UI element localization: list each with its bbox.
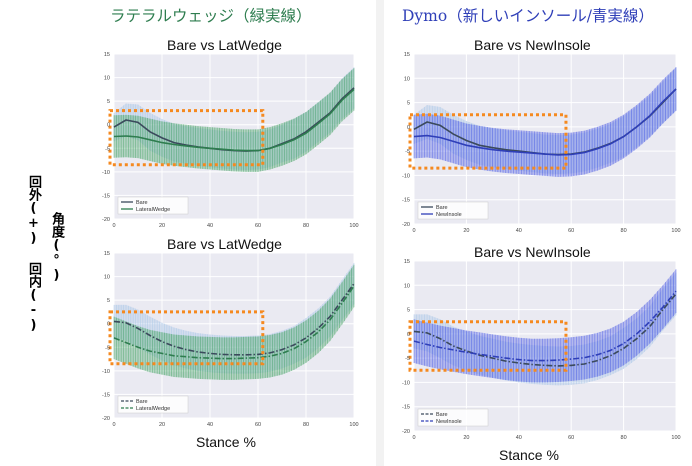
y-tick-label: -5: [105, 146, 110, 152]
y-tick-label: -20: [402, 429, 410, 435]
x-tick-label: 20: [463, 228, 469, 234]
y-tick-label: 10: [404, 76, 410, 82]
y-tick-label: 5: [407, 308, 410, 314]
x-tick-label: 100: [349, 422, 358, 428]
x-tick-label: 80: [303, 223, 309, 229]
legend-label: NewInsole: [436, 212, 462, 218]
legend-label: LateralWedge: [136, 207, 170, 213]
y-axis-label-outward: 回外(+): [26, 175, 41, 246]
right-column-title: Dymo（新しいインソール/青実線）: [402, 7, 654, 25]
y-tick-label: 0: [407, 125, 410, 131]
chart-bare-vs-newinsole-2: -20 -15 -10 -5 0 5 10 15 0 20 40 60 80 100 BareNewInso…: [402, 259, 681, 441]
x-tick-label: 0: [112, 422, 115, 428]
y-tick-label: 15: [404, 52, 410, 58]
y-tick-label: 0: [407, 332, 410, 338]
y-axis-label-inward: 回内(-): [26, 262, 41, 333]
y-tick-label: 5: [407, 101, 410, 107]
x-tick-label: 80: [303, 422, 309, 428]
y-tick-label: 15: [404, 259, 410, 265]
highlight-box: [108, 109, 265, 167]
y-tick-label: 0: [107, 322, 110, 328]
chart-title: Bare vs NewInsole: [474, 244, 591, 260]
x-tick-label: 40: [207, 223, 213, 229]
y-tick-label: 5: [107, 298, 110, 304]
x-tick-label: 0: [112, 223, 115, 229]
y-tick-label: -10: [402, 173, 410, 179]
left-column-title: ラテラルウェッジ（緑実線）: [110, 7, 312, 25]
y-tick-label: -20: [102, 217, 110, 223]
x-tick-label: 40: [207, 422, 213, 428]
y-axis-label-angle: 角度(°): [49, 212, 64, 283]
x-tick-label: 100: [671, 228, 680, 234]
y-tick-label: 5: [107, 99, 110, 105]
y-tick-label: 10: [104, 76, 110, 82]
y-tick-label: -10: [102, 369, 110, 375]
y-tick-label: 10: [104, 275, 110, 281]
x-axis-label: Stance %: [499, 447, 559, 463]
x-tick-label: 100: [671, 435, 680, 441]
legend-label: NewInsole: [436, 419, 462, 425]
x-tick-label: 100: [349, 223, 358, 229]
legend-label: Bare: [136, 200, 148, 206]
chart-title: Bare vs LatWedge: [167, 236, 282, 252]
y-tick-label: -20: [402, 222, 410, 228]
y-tick-label: 10: [404, 283, 410, 289]
y-tick-label: 15: [104, 52, 110, 58]
legend-box: [417, 408, 489, 427]
y-tick-label: -20: [102, 416, 110, 422]
x-tick-label: 0: [412, 228, 415, 234]
y-tick-label: -5: [405, 149, 410, 155]
y-tick-label: -15: [102, 193, 110, 199]
x-tick-label: 20: [159, 223, 165, 229]
x-tick-label: 80: [621, 228, 627, 234]
legend-box: [117, 196, 189, 215]
y-tick-label: -15: [402, 405, 410, 411]
series-line-lateralwedge: [113, 88, 355, 152]
chart-title: Bare vs LatWedge: [167, 37, 282, 53]
x-tick-label: 80: [621, 435, 627, 441]
legend-label: Bare: [436, 412, 448, 418]
highlight-box: [408, 113, 568, 170]
y-tick-label: 15: [104, 251, 110, 257]
series-line-bare: [113, 283, 355, 356]
y-tick-label: 0: [107, 123, 110, 129]
y-tick-label: -15: [402, 198, 410, 204]
series-line-bare: [413, 293, 677, 367]
chart-bare-vs-latwedge-2: -20 -15 -10 -5 0 5 10 15 0 20 40 60 80 100 BareLateral…: [102, 251, 359, 428]
x-tick-label: 40: [516, 228, 522, 234]
x-tick-label: 60: [568, 435, 574, 441]
x-tick-label: 20: [463, 435, 469, 441]
legend-label: LateralWedge: [136, 406, 170, 412]
legend-box: [117, 395, 189, 414]
x-axis-label: Stance %: [196, 434, 256, 450]
x-tick-label: 60: [255, 422, 261, 428]
y-tick-label: -10: [102, 170, 110, 176]
x-tick-label: 0: [412, 435, 415, 441]
x-tick-label: 60: [568, 228, 574, 234]
legend-box: [417, 201, 489, 220]
series-line-newinsole: [413, 88, 677, 156]
x-tick-label: 20: [159, 422, 165, 428]
y-tick-label: -15: [102, 392, 110, 398]
y-tick-label: -10: [402, 380, 410, 386]
y-tick-label: -5: [405, 356, 410, 362]
highlight-box: [408, 320, 568, 372]
x-tick-label: 60: [255, 223, 261, 229]
chart-bare-vs-newinsole-1: -20 -15 -10 -5 0 5 10 15 0 20 40 60 80 100 BareNewInso…: [402, 52, 681, 234]
chart-title: Bare vs NewInsole: [474, 37, 591, 53]
x-tick-label: 40: [516, 435, 522, 441]
chart-bare-vs-latwedge-1: -20 -15 -10 -5 0 5 10 15 0 20 40 60 80 100 BareLateral…: [102, 52, 359, 229]
legend-label: Bare: [436, 205, 448, 211]
series-line-lateralwedge: [113, 285, 355, 360]
legend-label: Bare: [136, 399, 148, 405]
y-tick-label: -5: [105, 345, 110, 351]
